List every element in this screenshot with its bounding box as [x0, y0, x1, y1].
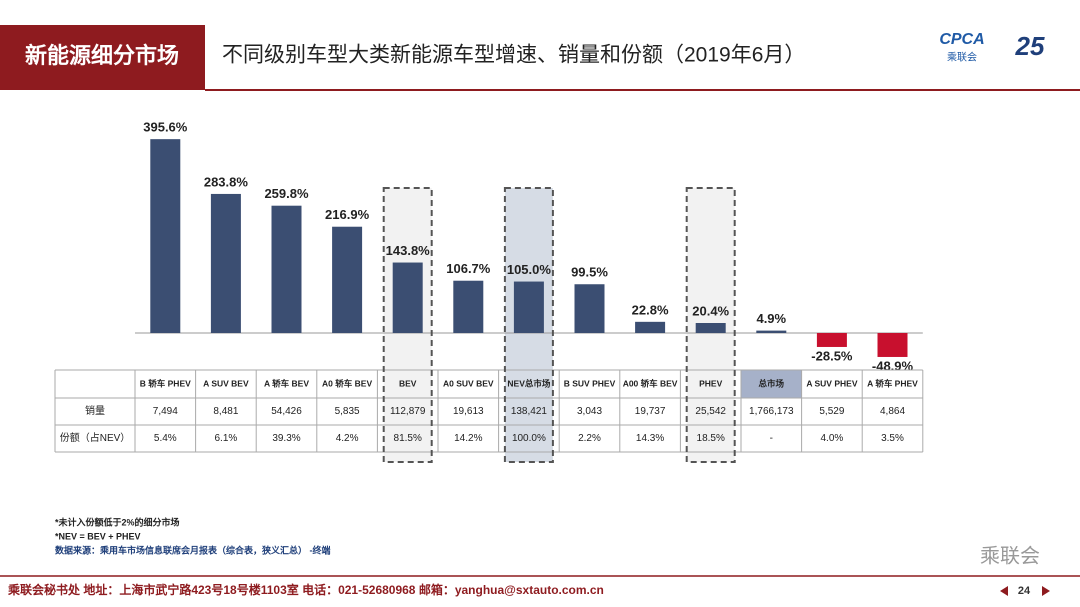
- bar: [150, 139, 181, 333]
- table-cell: 18.5%: [697, 433, 725, 444]
- table-cell: 5.4%: [154, 433, 177, 444]
- highlight-border: [503, 187, 554, 463]
- logo-sub: 乘联会: [947, 51, 977, 64]
- logo: CPCA: [939, 31, 984, 48]
- table-cell: 14.3%: [636, 433, 664, 444]
- section-box: [0, 25, 205, 90]
- table-cell: 1,766,173: [749, 406, 794, 417]
- bar: [816, 333, 847, 347]
- value-label: 105.0%: [507, 262, 552, 277]
- table-cell: 4.2%: [336, 433, 359, 444]
- table-cell: 5,835: [335, 406, 360, 417]
- highlight-border: [382, 187, 433, 463]
- bar: [635, 321, 666, 333]
- section-title: 新能源细分市场: [25, 43, 179, 68]
- bar: [453, 280, 484, 333]
- column-header: 总市场: [759, 378, 785, 388]
- table-cell: 39.3%: [272, 433, 300, 444]
- watermark: 乘联会: [980, 544, 1040, 567]
- table-cell: 6.1%: [215, 433, 238, 444]
- value-label: -48.9%: [872, 358, 914, 373]
- table-cell: 81.5%: [394, 433, 422, 444]
- page-number: 24: [1018, 585, 1031, 597]
- value-label: 395.6%: [143, 120, 188, 135]
- row-label: 销量: [85, 404, 105, 417]
- table-cell: 112,879: [390, 406, 426, 417]
- row-label: 份额（占NEV）: [60, 431, 131, 444]
- column-header: B SUV PHEV: [564, 378, 616, 388]
- value-label: 99.5%: [571, 265, 608, 280]
- next-arrow[interactable]: [1042, 586, 1050, 596]
- column-header: NEV总市场: [507, 378, 550, 388]
- bar: [271, 205, 302, 333]
- table-cell: 3,043: [577, 406, 602, 417]
- column-header: PHEV: [699, 378, 722, 388]
- column-header: A00 轿车 BEV: [623, 378, 678, 388]
- table-cell: 8,481: [213, 406, 238, 417]
- value-label: 22.8%: [632, 302, 669, 317]
- footer-text: 乘联会秘书处 地址：上海市武宁路423号18号楼1103室 电话：021-526…: [7, 582, 604, 597]
- bar: [332, 226, 363, 333]
- value-label: 106.7%: [446, 261, 491, 276]
- bar: [695, 323, 726, 333]
- value-label: 259.8%: [264, 186, 309, 201]
- table-cell: 2.2%: [578, 433, 601, 444]
- value-label: 143.8%: [386, 243, 431, 258]
- table-cell: 3.5%: [881, 433, 904, 444]
- table-cell: 19,613: [453, 406, 484, 417]
- bar: [877, 333, 908, 357]
- table-cell: 54,426: [271, 406, 302, 417]
- bar: [392, 262, 423, 333]
- table-cell: 4.0%: [821, 433, 844, 444]
- table-cell: 4,864: [880, 406, 905, 417]
- value-label: 216.9%: [325, 207, 370, 222]
- bar: [513, 281, 544, 333]
- column-header: A 轿车 BEV: [264, 378, 309, 388]
- value-label: 20.4%: [692, 303, 729, 318]
- highlight-border: [685, 187, 736, 463]
- column-header: BEV: [399, 378, 417, 388]
- note: 数据来源：乘用车市场信息联席会月报表（综合表，狭义汇总） -终端: [55, 544, 331, 555]
- table-cell: 100.0%: [512, 433, 546, 444]
- bar: [210, 193, 241, 333]
- value-label: -28.5%: [811, 348, 853, 363]
- column-header: A 轿车 PHEV: [867, 378, 918, 388]
- table-cell: 19,737: [635, 406, 666, 417]
- logo-25: 25: [1015, 31, 1045, 61]
- table-cell: -: [770, 433, 773, 444]
- header-cell-fill: [741, 370, 802, 398]
- value-label: 4.9%: [756, 311, 786, 326]
- note: *未计入份额低于2%的细分市场: [55, 516, 180, 527]
- note: *NEV = BEV + PHEV: [55, 531, 141, 541]
- value-label: 283.8%: [204, 174, 249, 189]
- bar: [756, 330, 787, 333]
- table-cell: 138,421: [511, 406, 548, 417]
- table-cell: 5,529: [819, 406, 844, 417]
- table-cell: 25,542: [695, 406, 726, 417]
- column-header: A0 轿车 BEV: [322, 378, 372, 388]
- slide-title: 不同级别车型大类新能源车型增速、销量和份额（2019年6月）: [222, 44, 805, 67]
- column-header: A SUV BEV: [203, 378, 249, 388]
- table-cell: 14.2%: [454, 433, 482, 444]
- prev-arrow[interactable]: [1000, 586, 1008, 596]
- chart: 395.6% B 轿车 PHEV 7,494 5.4% 283.8% A SUV BEV 8…: [54, 120, 924, 463]
- table-cell: 7,494: [153, 406, 178, 417]
- column-header: A0 SUV BEV: [443, 378, 494, 388]
- column-header: A SUV PHEV: [806, 378, 858, 388]
- bar: [574, 284, 605, 333]
- column-header: B 轿车 PHEV: [140, 378, 191, 388]
